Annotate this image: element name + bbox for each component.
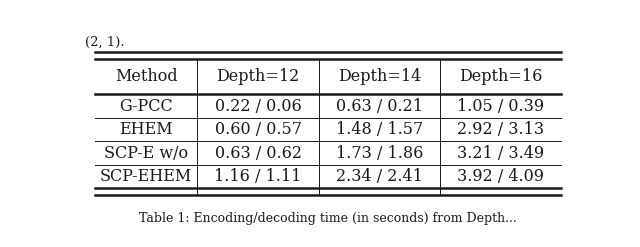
Text: 2.92 / 3.13: 2.92 / 3.13	[457, 121, 544, 138]
Text: EHEM: EHEM	[119, 121, 173, 138]
Text: (2, 1).: (2, 1).	[85, 35, 125, 48]
Text: G-PCC: G-PCC	[119, 98, 173, 115]
Text: 0.22 / 0.06: 0.22 / 0.06	[214, 98, 301, 115]
Text: 0.63 / 0.62: 0.63 / 0.62	[214, 145, 301, 162]
Text: SCP-EHEM: SCP-EHEM	[100, 168, 192, 185]
Text: SCP-E w/o: SCP-E w/o	[104, 145, 188, 162]
Text: 1.16 / 1.11: 1.16 / 1.11	[214, 168, 301, 185]
Text: 3.92 / 4.09: 3.92 / 4.09	[457, 168, 544, 185]
Text: 3.21 / 3.49: 3.21 / 3.49	[457, 145, 544, 162]
Text: 0.63 / 0.21: 0.63 / 0.21	[336, 98, 423, 115]
Text: Method: Method	[115, 68, 177, 85]
Text: Depth=12: Depth=12	[216, 68, 300, 85]
Text: 1.05 / 0.39: 1.05 / 0.39	[457, 98, 544, 115]
Text: Depth=16: Depth=16	[459, 68, 542, 85]
Text: Table 1: Encoding/decoding time (in seconds) from Depth...: Table 1: Encoding/decoding time (in seco…	[139, 212, 517, 225]
Text: Depth=14: Depth=14	[338, 68, 421, 85]
Text: 1.73 / 1.86: 1.73 / 1.86	[335, 145, 423, 162]
Text: 0.60 / 0.57: 0.60 / 0.57	[214, 121, 301, 138]
Text: 1.48 / 1.57: 1.48 / 1.57	[335, 121, 423, 138]
Text: 2.34 / 2.41: 2.34 / 2.41	[336, 168, 423, 185]
